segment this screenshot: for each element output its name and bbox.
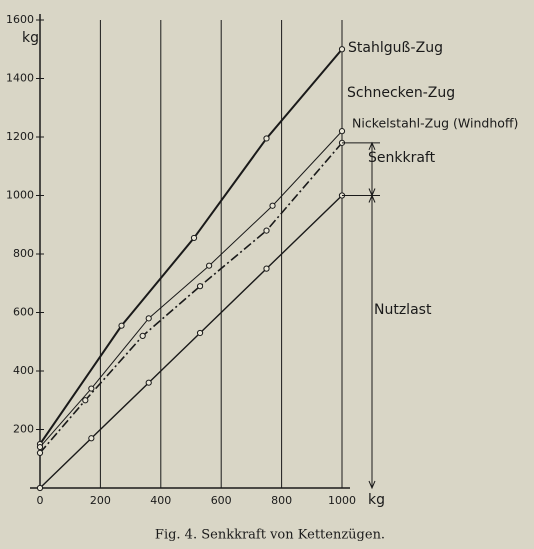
point bbox=[88, 435, 95, 442]
y-tick-label: 600 bbox=[13, 306, 34, 319]
point bbox=[263, 135, 270, 142]
annotation: Senkkraft bbox=[368, 150, 436, 166]
point bbox=[263, 227, 270, 234]
point bbox=[338, 128, 346, 135]
series-label: Nickelstahl-Zug (Windhoff) bbox=[352, 116, 518, 131]
point bbox=[36, 443, 44, 451]
point bbox=[338, 46, 346, 53]
point bbox=[206, 262, 213, 269]
line bbox=[39, 142, 343, 454]
y-tick-label: 200 bbox=[13, 423, 34, 436]
line bbox=[39, 194, 343, 489]
point bbox=[36, 484, 44, 492]
y-tick-label: 400 bbox=[13, 364, 34, 377]
line bbox=[39, 130, 343, 448]
point bbox=[118, 322, 125, 329]
y-axis-label: kg bbox=[22, 30, 39, 46]
y-tick-label: 1200 bbox=[6, 130, 34, 143]
y-tick-label: 1600 bbox=[6, 13, 34, 26]
x-tick-label: 0 bbox=[37, 494, 44, 507]
point bbox=[196, 329, 204, 337]
point bbox=[36, 449, 44, 456]
y-tick-label: 1400 bbox=[6, 72, 34, 85]
series-label: Stahlguß-Zug bbox=[348, 40, 443, 56]
x-tick-label: 200 bbox=[90, 494, 111, 507]
point bbox=[88, 385, 95, 392]
point bbox=[263, 265, 270, 272]
caption: Fig. 4. Senkkraft von Kettenzügen. bbox=[155, 528, 385, 543]
x-tick-label: 600 bbox=[211, 494, 232, 507]
x-tick-label: 1000 bbox=[328, 494, 356, 507]
x-axis-label: kg bbox=[368, 492, 385, 508]
point bbox=[196, 283, 204, 290]
point bbox=[145, 315, 152, 322]
point bbox=[139, 332, 146, 339]
x-tick-label: 800 bbox=[271, 494, 292, 507]
line bbox=[39, 48, 343, 445]
series-label: Nutzlast bbox=[374, 302, 432, 318]
y-tick-label: 1000 bbox=[6, 189, 34, 202]
x-tick-label: 400 bbox=[150, 494, 171, 507]
point bbox=[82, 397, 89, 404]
point bbox=[269, 202, 276, 209]
series-label: Schnecken-Zug bbox=[347, 85, 455, 101]
point bbox=[190, 234, 198, 242]
point bbox=[145, 379, 152, 386]
y-tick-label: 800 bbox=[13, 247, 34, 260]
